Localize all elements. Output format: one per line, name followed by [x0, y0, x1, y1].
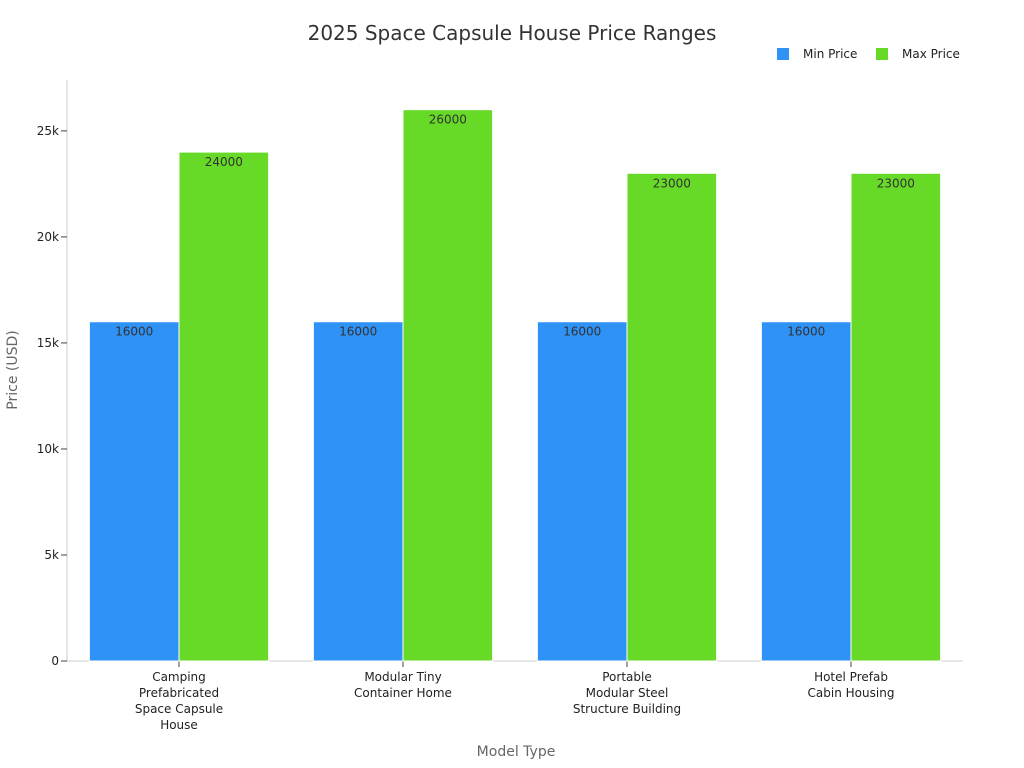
x-tick-label-line: Camping: [152, 670, 206, 684]
data-label: 24000: [205, 155, 243, 169]
x-tick-label-line: Modular Steel: [586, 686, 669, 700]
bar: [626, 172, 718, 662]
legend-swatch: [777, 48, 789, 60]
data-label: 16000: [563, 325, 601, 339]
data-label: 16000: [115, 325, 153, 339]
legend-label: Min Price: [803, 47, 857, 61]
y-tick-label: 10k: [37, 442, 59, 456]
x-tick-label-line: Hotel Prefab: [814, 670, 888, 684]
x-tick-label: Portable Modular Steel Structure Building: [573, 670, 681, 716]
bar: [312, 321, 404, 662]
x-tick-label-line: Portable: [602, 670, 651, 684]
x-tick-label-line: Container Home: [354, 686, 452, 700]
x-tick-label-line: House: [160, 718, 198, 732]
x-tick-label: Hotel Prefab Cabin Housing: [808, 670, 895, 700]
bar: [178, 151, 270, 662]
bar: [850, 172, 942, 662]
legend: Min Price Max Price: [777, 47, 960, 61]
y-axis-title: Price (USD): [5, 330, 21, 409]
x-tick-label-line: Space Capsule: [135, 702, 223, 716]
legend-label: Max Price: [902, 47, 960, 61]
x-tick-label-line: Prefabricated: [139, 686, 219, 700]
x-axis-title: Model Type: [477, 744, 556, 760]
y-tick-label: 15k: [37, 336, 59, 350]
y-tick-label: 0: [51, 654, 59, 668]
y-tick-label: 5k: [44, 548, 59, 562]
data-labels: 16000 24000 16000 26000 16000 23000 16000 23000: [115, 113, 915, 339]
bars: [88, 109, 942, 662]
data-label: 23000: [877, 176, 915, 190]
axes: 0 5k 10k 15k 20k 25k Camping Prefabricated Space…: [37, 80, 963, 732]
chart-title: 2025 Space Capsule House Price Ranges: [308, 21, 717, 45]
bar: [536, 321, 628, 662]
y-tick-label: 25k: [37, 124, 59, 138]
x-tick-label: Modular Tiny Container Home: [354, 670, 452, 700]
legend-swatch: [876, 48, 888, 60]
data-label: 16000: [339, 325, 377, 339]
y-tick-label: 20k: [37, 230, 59, 244]
data-label: 16000: [787, 325, 825, 339]
x-tick-label-line: Structure Building: [573, 702, 681, 716]
x-tick-label-line: Modular Tiny: [364, 670, 441, 684]
bar: [402, 109, 494, 662]
data-label: 23000: [653, 176, 691, 190]
x-tick-label-line: Cabin Housing: [808, 686, 895, 700]
bar: [760, 321, 852, 662]
x-tick-label: Camping Prefabricated Space Capsule House: [135, 670, 223, 732]
bar: [88, 321, 180, 662]
data-label: 26000: [429, 113, 467, 127]
